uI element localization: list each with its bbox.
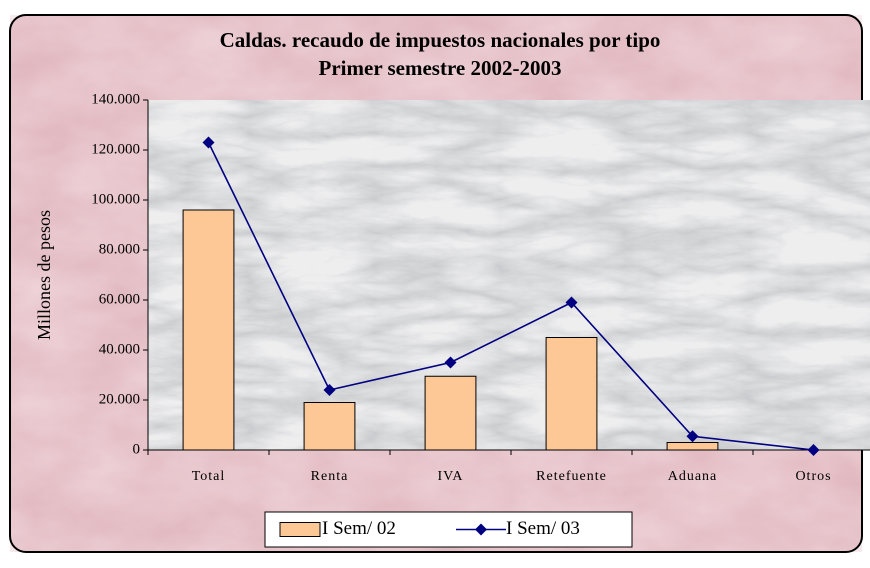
- legend: [264, 511, 633, 548]
- plot-texture: [148, 100, 870, 450]
- chart-title: Caldas. recaudo de impuestos nacionales …: [220, 28, 661, 52]
- x-tick-label: Renta: [311, 469, 349, 484]
- bar: [424, 375, 477, 451]
- x-tick-label: Retefuente: [536, 469, 607, 484]
- y-tick-label: 20.000: [99, 391, 140, 407]
- line-marker: [565, 296, 578, 309]
- line-marker: [807, 444, 820, 456]
- chart-subtitle: Primer semestre 2002-2003: [319, 56, 562, 80]
- line-marker: [323, 384, 336, 396]
- legend-swatch: [279, 522, 321, 537]
- y-tick-label: 100.000: [91, 191, 140, 207]
- y-tick-label: 80.000: [99, 241, 140, 257]
- y-tick-label: 40.000: [99, 341, 140, 357]
- line-marker: [202, 136, 215, 149]
- legend-label: I Sem/ 02: [322, 518, 396, 539]
- x-tick-label: IVA: [437, 469, 463, 484]
- line-marker: [444, 356, 457, 369]
- bar: [545, 337, 598, 451]
- legend-marker: [475, 523, 487, 536]
- x-tick-label: Aduana: [668, 469, 718, 484]
- legend-label: I Sem/ 03: [506, 518, 580, 539]
- bar: [182, 209, 235, 451]
- y-tick-label: 0: [133, 441, 141, 457]
- bar: [666, 442, 719, 451]
- y-tick-label: 60.000: [99, 291, 140, 307]
- line: [207, 142, 814, 451]
- y-axis-label: Millones de pesos: [34, 210, 54, 340]
- line-marker: [686, 430, 699, 443]
- x-tick-label: Otros: [795, 469, 831, 484]
- y-tick-label: 140.000: [91, 91, 140, 107]
- y-tick-label: 120.000: [91, 141, 140, 157]
- x-tick-label: Total: [192, 469, 226, 484]
- bar: [303, 402, 356, 451]
